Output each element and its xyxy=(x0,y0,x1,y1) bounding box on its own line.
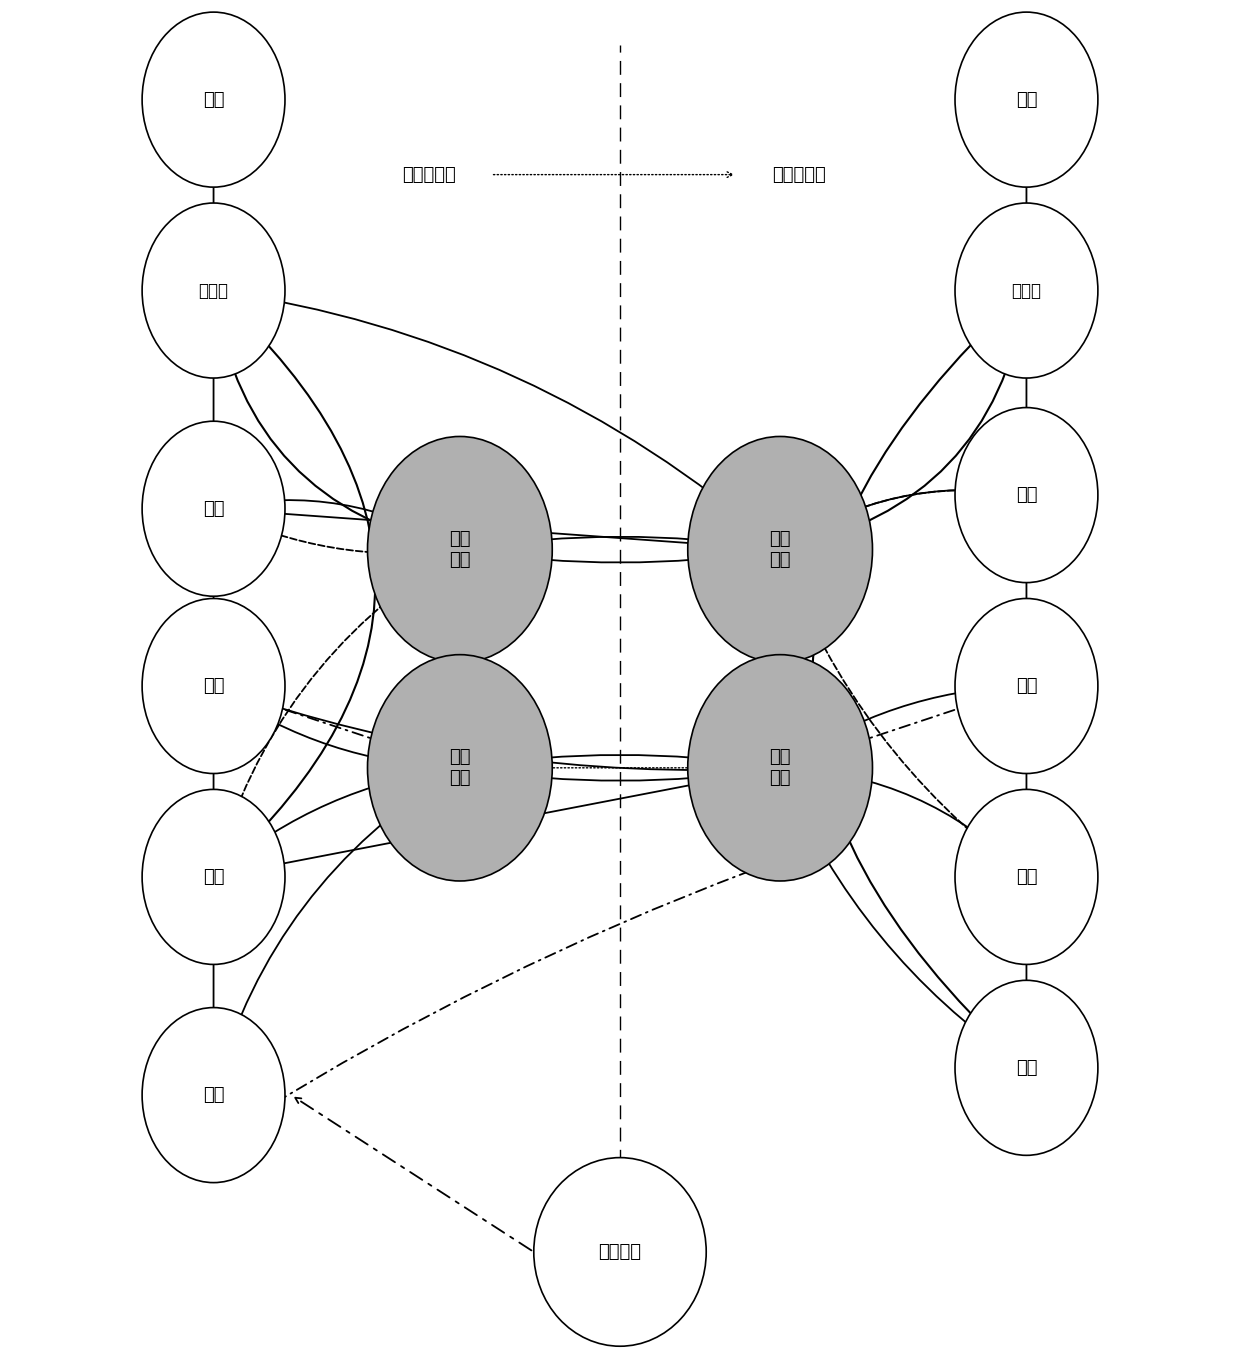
Ellipse shape xyxy=(955,981,1097,1155)
Text: 上电: 上电 xyxy=(1016,91,1037,108)
Ellipse shape xyxy=(367,654,552,881)
Ellipse shape xyxy=(143,789,285,965)
Text: 复位: 复位 xyxy=(203,676,224,696)
Text: 主控制系统: 主控制系统 xyxy=(402,166,456,184)
Ellipse shape xyxy=(955,407,1097,583)
Text: 运行
数据: 运行 数据 xyxy=(769,530,791,569)
Text: 工作: 工作 xyxy=(1016,868,1037,886)
Text: 运行
数据: 运行 数据 xyxy=(449,530,471,569)
Text: 备控制系统: 备控制系统 xyxy=(771,166,826,184)
Ellipse shape xyxy=(955,12,1097,187)
Text: 切换: 切换 xyxy=(1016,676,1037,696)
Ellipse shape xyxy=(143,12,285,187)
Text: 状态
逻辑: 状态 逻辑 xyxy=(769,748,791,788)
Text: 初始化: 初始化 xyxy=(198,281,228,299)
Ellipse shape xyxy=(955,789,1097,965)
Text: 上电: 上电 xyxy=(203,91,224,108)
Text: 切换指令: 切换指令 xyxy=(599,1243,641,1261)
Text: 切换: 切换 xyxy=(203,1087,224,1104)
Ellipse shape xyxy=(143,421,285,597)
Text: 工作: 工作 xyxy=(203,499,224,517)
Ellipse shape xyxy=(143,1007,285,1183)
Text: 备用: 备用 xyxy=(1016,486,1037,504)
Text: 备用: 备用 xyxy=(203,868,224,886)
Ellipse shape xyxy=(143,203,285,379)
Ellipse shape xyxy=(533,1158,707,1346)
Ellipse shape xyxy=(955,598,1097,774)
Ellipse shape xyxy=(955,203,1097,379)
Text: 初始化: 初始化 xyxy=(1012,281,1042,299)
Ellipse shape xyxy=(688,436,873,663)
Ellipse shape xyxy=(367,436,552,663)
Ellipse shape xyxy=(143,598,285,774)
Ellipse shape xyxy=(688,654,873,881)
Text: 复位: 复位 xyxy=(1016,1059,1037,1077)
Text: 状态
逻辑: 状态 逻辑 xyxy=(449,748,471,788)
